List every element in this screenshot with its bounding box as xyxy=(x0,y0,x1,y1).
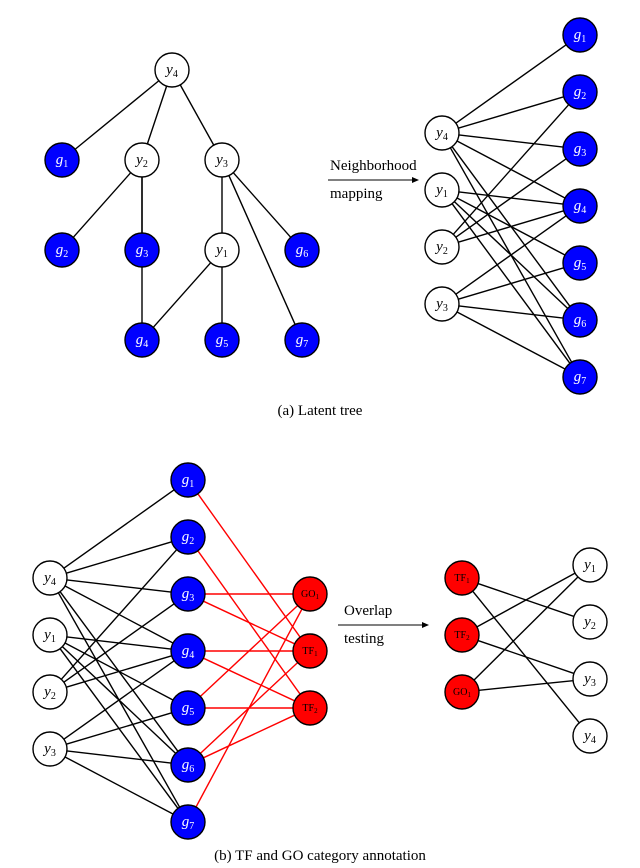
node-y4: y4 xyxy=(33,561,67,595)
node-y2: y2 xyxy=(425,230,459,264)
node-y4: y4 xyxy=(155,53,189,87)
node-g5: g5 xyxy=(205,323,239,357)
svg-text:mapping: mapping xyxy=(330,186,383,202)
node-g7: g7 xyxy=(563,360,597,394)
svg-text:(a) Latent tree: (a) Latent tree xyxy=(278,403,363,419)
node-GO1: GO1 xyxy=(445,675,479,709)
node-g6: g6 xyxy=(171,748,205,782)
svg-text:(b) TF and GO category annotat: (b) TF and GO category annotation xyxy=(214,848,426,864)
node-g3: g3 xyxy=(171,577,205,611)
node-y1: y1 xyxy=(573,548,607,582)
node-g7: g7 xyxy=(171,805,205,839)
svg-text:testing: testing xyxy=(344,631,384,647)
node-y1: y1 xyxy=(205,233,239,267)
node-y2: y2 xyxy=(573,605,607,639)
node-y3: y3 xyxy=(33,732,67,766)
node-y3: y3 xyxy=(205,143,239,177)
node-g1: g1 xyxy=(45,143,79,177)
node-g2: g2 xyxy=(171,520,205,554)
node-g4: g4 xyxy=(171,634,205,668)
node-g1: g1 xyxy=(563,18,597,52)
node-g7: g7 xyxy=(285,323,319,357)
node-y4: y4 xyxy=(425,116,459,150)
node-g3: g3 xyxy=(125,233,159,267)
node-TF2: TF2 xyxy=(293,691,327,725)
node-g4: g4 xyxy=(125,323,159,357)
node-g5: g5 xyxy=(171,691,205,725)
node-y2: y2 xyxy=(125,143,159,177)
svg-text:Overlap: Overlap xyxy=(344,603,392,619)
node-y4: y4 xyxy=(573,719,607,753)
node-g3: g3 xyxy=(563,132,597,166)
node-g5: g5 xyxy=(563,246,597,280)
diagram-svg: y4 g1 y2 y3 g2 g3 y1 g6 g4 g5 g7 y4 y1 y2 y3 g1 g2 g3 g4 g5… xyxy=(0,0,640,868)
node-y3: y3 xyxy=(425,287,459,321)
node-y3: y3 xyxy=(573,662,607,696)
node-g4: g4 xyxy=(563,189,597,223)
node-g2: g2 xyxy=(45,233,79,267)
node-g1: g1 xyxy=(171,463,205,497)
node-GO1: GO1 xyxy=(293,577,327,611)
node-TF1: TF1 xyxy=(445,561,479,595)
node-TF1: TF1 xyxy=(293,634,327,668)
node-g6: g6 xyxy=(285,233,319,267)
node-g6: g6 xyxy=(563,303,597,337)
node-y1: y1 xyxy=(425,173,459,207)
diagram-canvas: y4 g1 y2 y3 g2 g3 y1 g6 g4 g5 g7 y4 y1 y2 y3 g1 g2 g3 g4 g5… xyxy=(0,0,640,868)
node-y2: y2 xyxy=(33,675,67,709)
node-g2: g2 xyxy=(563,75,597,109)
svg-text:Neighborhood: Neighborhood xyxy=(330,158,417,174)
node-y1: y1 xyxy=(33,618,67,652)
node-TF2: TF2 xyxy=(445,618,479,652)
